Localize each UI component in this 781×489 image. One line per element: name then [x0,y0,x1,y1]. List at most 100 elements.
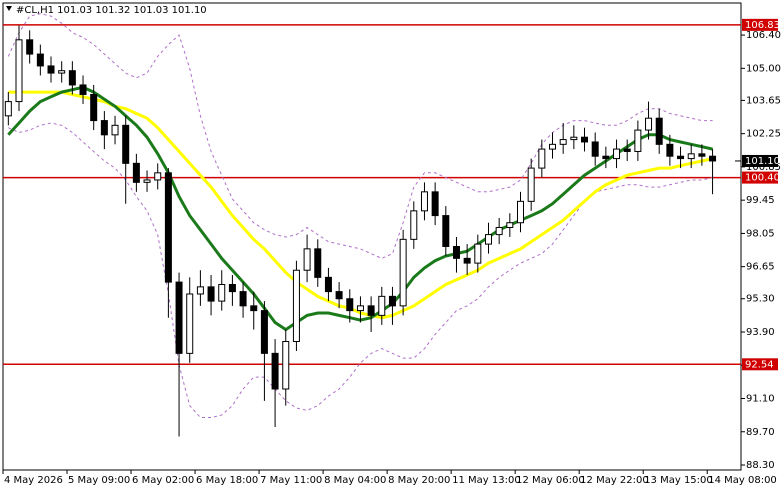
candle-body [292,269,300,342]
candle-body [484,234,492,245]
candle-body [474,243,482,264]
candle-body [602,155,610,160]
x-tick-label: 12 May 22:00 [580,475,649,486]
candle-body [282,340,290,390]
level-label: 106.83 [745,20,780,31]
candle-body [335,291,343,300]
symbol-icon [6,6,12,11]
candle-body [228,283,236,293]
candle-body [26,39,34,55]
candle-body [36,53,44,67]
candle-body [591,141,599,157]
chart-title: #CL,H1 101.03 101.32 101.03 101.10 [16,5,207,16]
y-tick-label: 98.05 [746,228,775,239]
candle-body [324,276,332,293]
candle-body [143,179,151,183]
y-tick-label: 96.65 [746,262,775,273]
candle-body [100,120,108,136]
candle-body [527,167,535,202]
candle-body [111,124,119,136]
candle-body [677,155,685,160]
candle-body [442,215,450,247]
candle-body [260,310,268,354]
candle-body [68,70,76,86]
candle-body [431,191,439,217]
level-label: 100.40 [745,173,780,184]
y-tick-label: 88.30 [746,460,775,471]
candle-body [250,305,258,312]
y-tick-label: 103.65 [746,95,781,106]
candle-body [420,191,428,212]
candle-body [655,117,663,145]
level-label-box [742,18,778,31]
candle-body [516,200,524,224]
candle-body [388,295,396,307]
y-tick-label: 91.10 [746,394,775,405]
candle-body [452,245,460,259]
candle-body [303,248,311,271]
candle-body [79,84,87,95]
candle-body [314,248,322,278]
y-tick-label: 106.40 [746,30,781,41]
candle-body [271,352,279,390]
candle-body [346,298,354,312]
level-label-box [742,171,778,184]
candle-body [164,172,172,283]
y-tick-label: 100.85 [746,162,781,173]
candle-body [506,222,514,228]
y-tick-label: 99.45 [746,195,775,206]
candle-body [378,295,386,316]
candle-body [154,172,162,181]
candle-body [666,143,674,157]
x-tick-label: 6 May 18:00 [196,475,258,486]
candle-body [698,153,706,157]
candle-body [239,291,247,307]
candle-body [356,305,364,312]
x-tick-label: 5 May 09:00 [68,475,130,486]
candle-body [613,148,621,160]
candle-body [175,281,183,354]
candle-body [47,65,55,74]
x-tick-label: 12 May 06:00 [516,475,585,486]
candle-body [634,129,642,152]
x-tick-label: 13 May 15:00 [644,475,713,486]
x-tick-label: 6 May 02:00 [132,475,194,486]
candle-body [559,139,567,145]
candle-body [549,143,557,150]
candle-body [90,93,98,122]
x-tick-label: 8 May 20:00 [388,475,450,486]
x-tick-label: 14 May 08:00 [708,475,777,486]
candle-body [186,293,194,354]
candle-body [122,124,130,164]
candle-body [218,283,226,302]
indicator-line [7,13,713,259]
candle-body [709,155,717,162]
candle-body [196,286,204,295]
x-tick-label: 11 May 13:00 [452,475,521,486]
x-tick-label: 7 May 11:00 [260,475,322,486]
candle-body [623,148,631,152]
candle-body [367,305,375,316]
y-tick-label: 102.25 [746,129,781,140]
y-tick-label: 93.90 [746,327,775,338]
candle-body [463,257,471,264]
candle-body [132,162,140,183]
level-label: 92.54 [745,359,774,370]
candle-body [581,136,589,143]
y-tick-label: 89.70 [746,427,775,438]
candle-body [207,286,215,302]
y-tick-label: 105.00 [746,63,781,74]
level-label-box [742,358,778,371]
candle-body [538,148,546,169]
current-price-label: 101.10 [745,156,780,167]
plot-frame [2,2,742,471]
x-tick-label: 8 May 04:00 [324,475,386,486]
x-tick-label: 4 May 2026 [4,475,63,486]
candle-body [58,70,66,74]
candle-body [4,101,12,117]
y-tick-label: 95.30 [746,294,775,305]
candle-body [570,136,578,141]
candle-body [687,153,695,160]
candle-body [495,226,503,236]
